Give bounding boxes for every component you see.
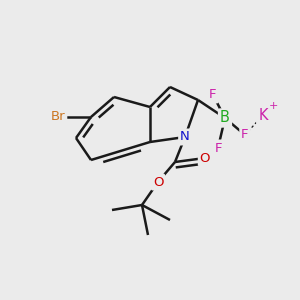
Text: O: O xyxy=(153,176,163,188)
Text: K: K xyxy=(258,107,268,122)
Text: +: + xyxy=(268,101,278,111)
Text: F: F xyxy=(214,142,222,154)
Text: O: O xyxy=(200,152,210,164)
Text: F: F xyxy=(209,88,217,101)
Text: F: F xyxy=(241,128,249,142)
Text: Br: Br xyxy=(51,110,65,124)
Text: N: N xyxy=(180,130,190,143)
Text: B: B xyxy=(220,110,230,125)
